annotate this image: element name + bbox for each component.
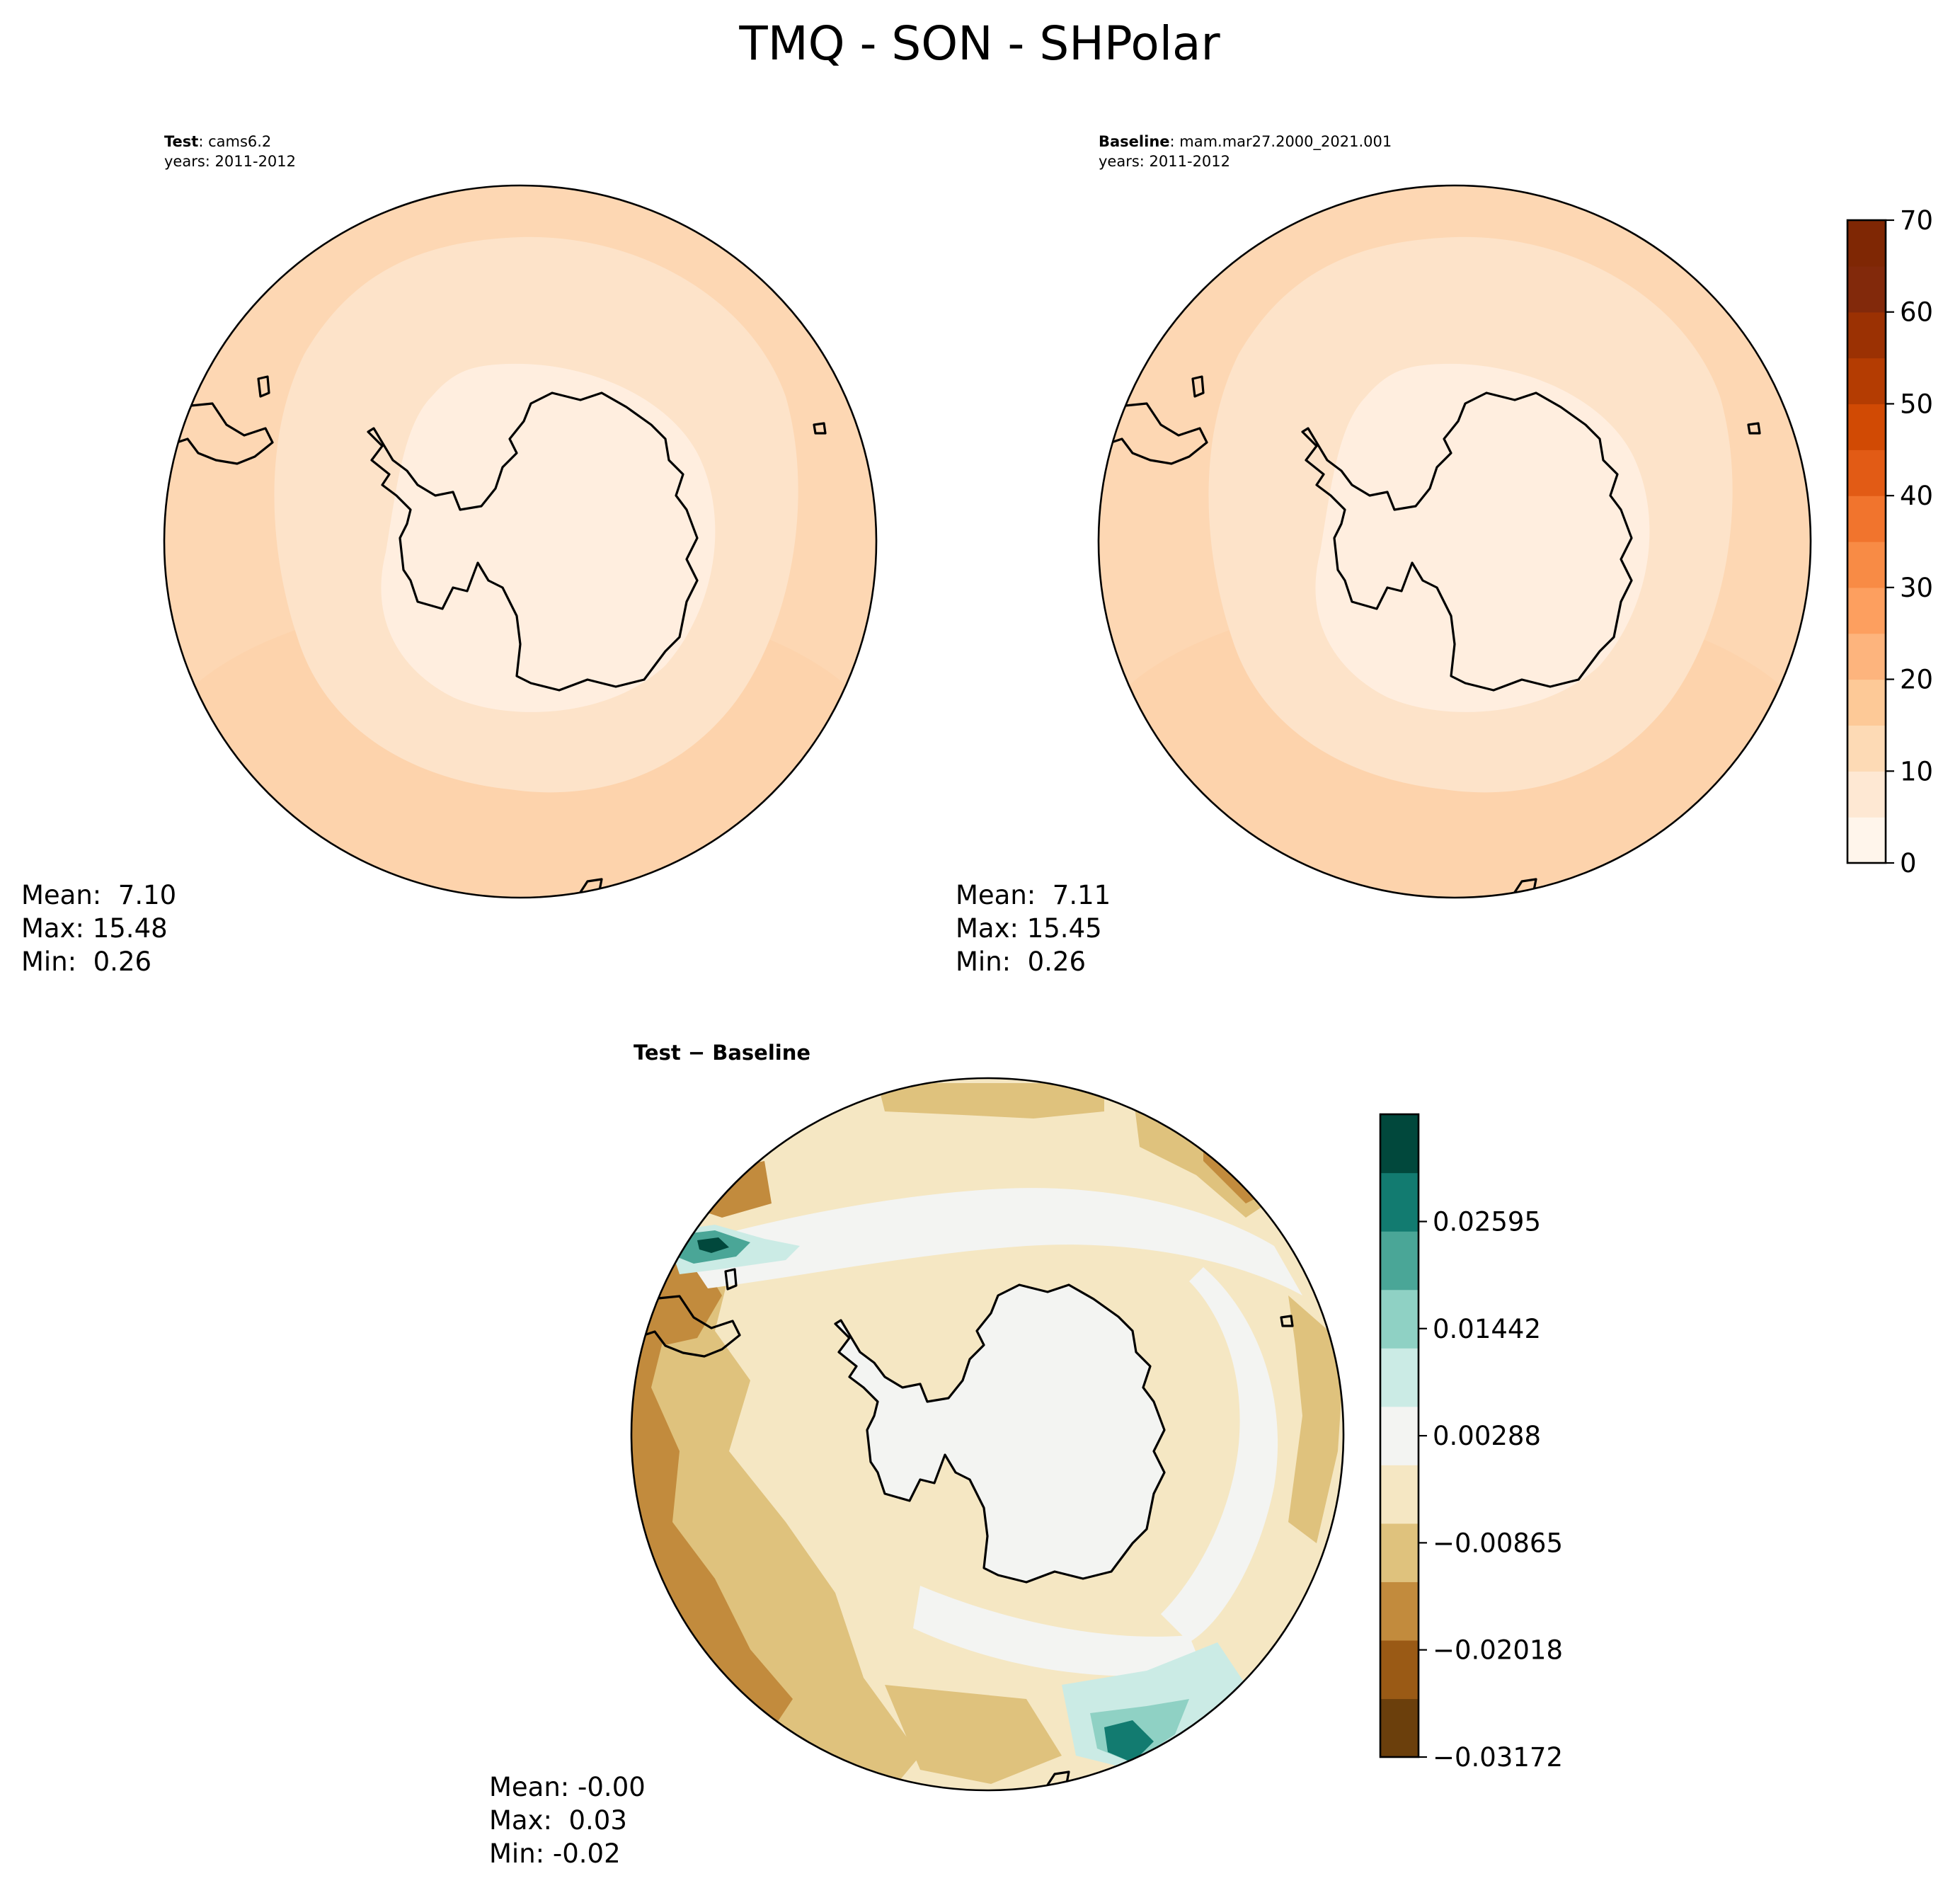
test-label: Test: cams6.2	[164, 133, 271, 150]
diff-map-boundary	[630, 1077, 1345, 1792]
field-colorbar-level-1	[1847, 771, 1886, 818]
baseline-label-rest: : mam.mar27.2000_2021.001	[1170, 133, 1392, 151]
field-colorbar-tick-label-0: 0	[1900, 848, 1917, 879]
diff-stat-mean: Mean: -0.00	[489, 1772, 646, 1802]
diff-colorbar-tick-label-4: −0.02018	[1433, 1635, 1563, 1666]
diff-colorbar-tick-label-5: −0.03172	[1433, 1742, 1563, 1773]
test-stat-min: Min: 0.26	[21, 946, 151, 977]
baseline-map	[1097, 184, 1812, 899]
diff-colorbar-level-2	[1380, 1581, 1419, 1641]
baseline-stat-max: Max: 15.45	[956, 913, 1102, 944]
field-colorbar-level-6	[1847, 542, 1886, 588]
field-colorbar-blocks	[1847, 220, 1886, 864]
field-colorbar-level-9	[1847, 404, 1886, 450]
figure-title: TMQ - SON - SHPolar	[738, 16, 1220, 71]
diff-white-east	[1161, 1267, 1278, 1642]
diff-colorbar-level-8	[1380, 1231, 1419, 1291]
test-island-b	[813, 422, 827, 435]
diff-colorbar-tick-label-3: −0.00865	[1433, 1528, 1563, 1558]
field-colorbar: 0 10 20 30 40 50 60 70	[1846, 205, 1933, 879]
field-colorbar-tick-label-2: 20	[1900, 665, 1933, 695]
diff-colorbar-level-0	[1380, 1698, 1419, 1758]
baseline-stat-min: Min: 0.26	[956, 946, 1086, 977]
field-colorbar-level-13	[1847, 220, 1886, 267]
diff-island-a	[724, 1268, 738, 1291]
diff-colorbar-ticks: 0.02595 0.01442 0.00288 −0.00865 −0.02018 −0.…	[1419, 1207, 1563, 1773]
test-label-rest: : cams6.2	[198, 133, 271, 150]
field-colorbar-level-5	[1847, 587, 1886, 634]
diff-south-brown	[885, 1685, 1062, 1784]
diff-colorbar-tick-label-2: 0.00288	[1433, 1421, 1541, 1451]
diff-colorbar-level-5	[1380, 1406, 1419, 1465]
field-colorbar-tick-label-7: 70	[1900, 205, 1933, 236]
field-colorbar-tick-label-1: 10	[1900, 756, 1933, 786]
field-colorbar-level-2	[1847, 725, 1886, 772]
test-map-boundary	[163, 184, 878, 899]
test-south-america-coast	[176, 402, 274, 465]
diff-south-america-coast	[643, 1295, 741, 1358]
diff-colorbar: 0.02595 0.01442 0.00288 −0.00865 −0.02018 −0.…	[1379, 1113, 1563, 1773]
diff-top-brown	[878, 1083, 1104, 1119]
diff-colorbar-blocks	[1380, 1114, 1419, 1758]
diff-island-b	[1280, 1315, 1294, 1327]
test-stat-max: Max: 15.48	[21, 913, 168, 944]
diff-map	[630, 1077, 1345, 1792]
baseline-years: years: 2011-2012	[1099, 153, 1230, 170]
field-colorbar-tick-label-3: 30	[1900, 573, 1933, 603]
test-panel: Test: cams6.2 years: 2011-2012 Mean: 7.1…	[21, 133, 878, 977]
diff-white-north	[680, 1188, 1302, 1295]
test-stats: Mean: 7.10 Max: 15.48 Min: 0.26	[21, 880, 176, 977]
test-label-bold: Test	[164, 133, 198, 150]
baseline-island-b	[1747, 422, 1761, 435]
baseline-stat-mean: Mean: 7.11	[956, 880, 1111, 910]
field-colorbar-level-12	[1847, 265, 1886, 313]
diff-label: Test − Baseline	[634, 1041, 810, 1065]
baseline-panel: Baseline: mam.mar27.2000_2021.001 years:…	[956, 133, 1812, 977]
diff-panel: Test − Baseline	[489, 1041, 1345, 1869]
field-colorbar-ticks: 0 10 20 30 40 50 60 70	[1886, 205, 1933, 879]
diff-colorbar-tick-label-1: 0.01442	[1433, 1314, 1541, 1344]
test-map	[163, 184, 878, 899]
field-colorbar-level-11	[1847, 311, 1886, 359]
diff-teal-se-dark	[1104, 1720, 1154, 1763]
diff-colorbar-level-10	[1380, 1114, 1419, 1174]
field-colorbar-level-3	[1847, 679, 1886, 726]
field-colorbar-tick-label-6: 60	[1900, 297, 1933, 328]
diff-colorbar-level-4	[1380, 1465, 1419, 1524]
field-colorbar-level-10	[1847, 357, 1886, 405]
diff-colorbar-level-3	[1380, 1523, 1419, 1582]
diff-stat-max: Max: 0.03	[489, 1805, 627, 1836]
test-island-a	[257, 375, 270, 398]
baseline-label: Baseline: mam.mar27.2000_2021.001	[1099, 133, 1392, 151]
baseline-band-inner	[1315, 363, 1650, 712]
diff-colorbar-level-1	[1380, 1640, 1419, 1700]
field-colorbar-frame	[1846, 219, 1887, 864]
diff-colorbar-level-7	[1380, 1289, 1419, 1349]
field-colorbar-level-7	[1847, 496, 1886, 542]
baseline-map-boundary	[1097, 184, 1812, 899]
field-colorbar-tick-label-5: 50	[1900, 389, 1933, 419]
diff-stats: Mean: -0.00 Max: 0.03 Min: -0.02	[489, 1772, 646, 1869]
baseline-label-bold: Baseline	[1099, 133, 1170, 150]
baseline-south-america-coast	[1111, 402, 1208, 465]
diff-teal-nw-dark	[697, 1237, 729, 1253]
test-band-inner	[381, 363, 716, 712]
field-colorbar-tick-label-4: 40	[1900, 481, 1933, 511]
diff-colorbar-level-9	[1380, 1172, 1419, 1232]
baseline-island-a	[1191, 375, 1205, 398]
test-stat-mean: Mean: 7.10	[21, 880, 176, 910]
diff-east-brown	[1288, 1295, 1343, 1543]
test-years: years: 2011-2012	[164, 153, 296, 170]
baseline-stats: Mean: 7.11 Max: 15.45 Min: 0.26	[956, 880, 1111, 977]
diff-colorbar-tick-label-0: 0.02595	[1433, 1207, 1541, 1237]
field-colorbar-level-4	[1847, 633, 1886, 680]
field-colorbar-level-8	[1847, 450, 1886, 496]
field-colorbar-level-0	[1847, 817, 1886, 864]
diff-colorbar-level-6	[1380, 1348, 1419, 1407]
diff-stat-min: Min: -0.02	[489, 1838, 621, 1869]
diff-white-south	[913, 1586, 1203, 1676]
